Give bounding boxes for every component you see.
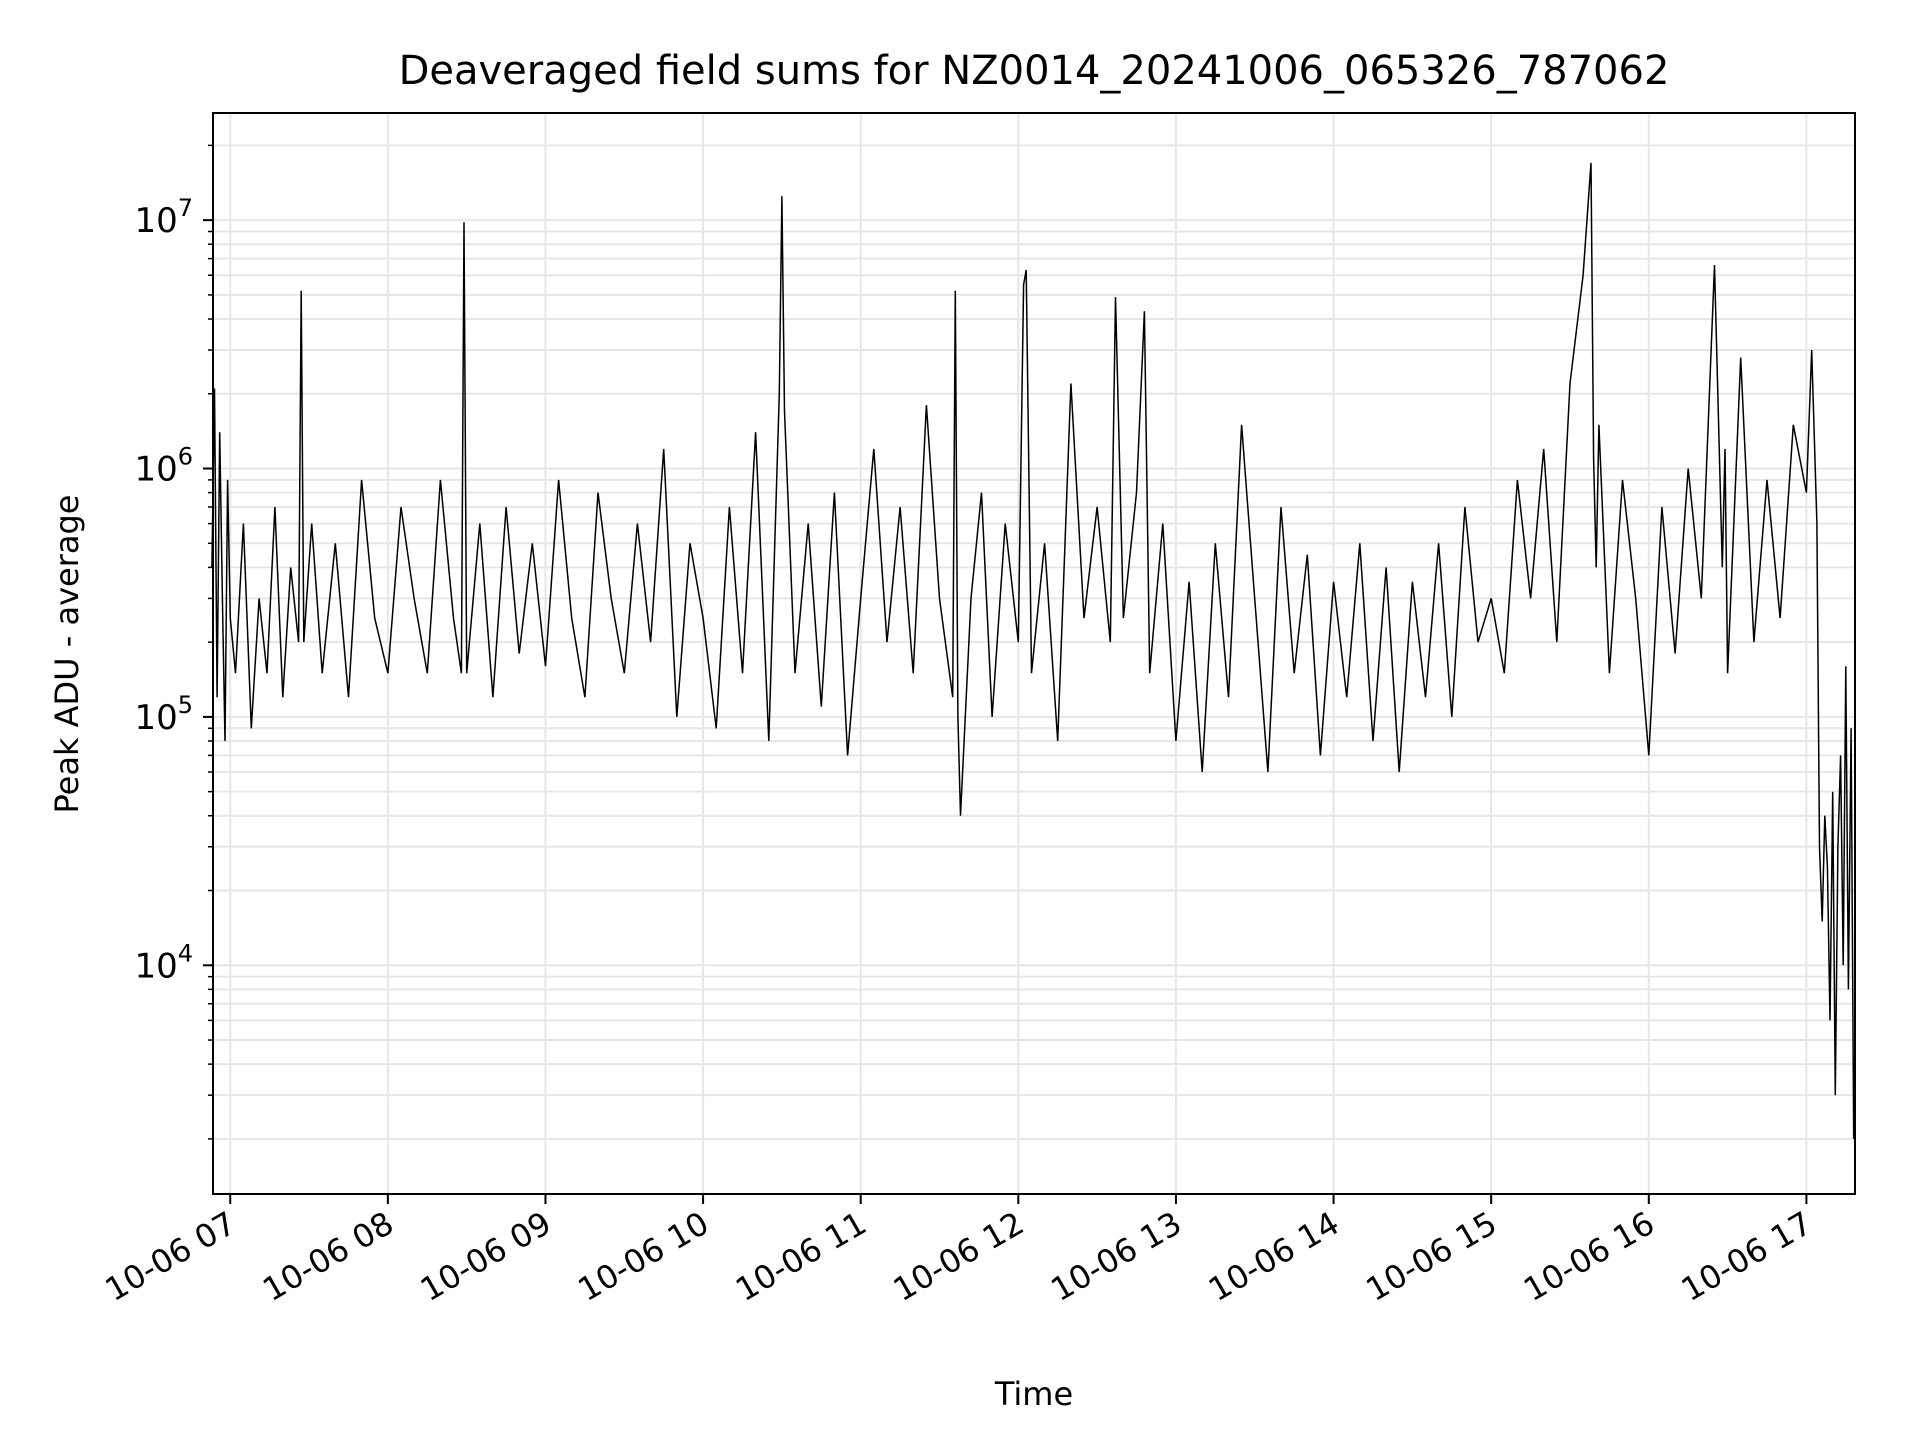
x-axis-ticks: 10-06 07 10-06 08 10-06 09 10-06 10 10-06 11… bbox=[99, 1194, 1819, 1309]
x-tick-label: 10-06 11 bbox=[729, 1204, 873, 1309]
x-tick-label: 10-06 09 bbox=[414, 1204, 558, 1309]
y-axis-label: Peak ADU - average bbox=[48, 495, 86, 814]
x-tick-label: 10-06 07 bbox=[99, 1204, 243, 1309]
chart-title: Deaveraged field sums for NZ0014_2024100… bbox=[399, 48, 1670, 94]
grid-lines bbox=[213, 113, 1855, 1194]
plot-frame bbox=[212, 112, 1856, 1195]
series-line bbox=[211, 162, 1855, 1139]
y-tick-label: 106 bbox=[134, 443, 193, 490]
x-tick-label: 10-06 12 bbox=[887, 1204, 1031, 1309]
y-tick-label: 107 bbox=[134, 194, 193, 241]
x-axis-label: Time bbox=[994, 1375, 1073, 1413]
series-layer bbox=[211, 162, 1855, 1139]
y-axis-ticks: 104 105 106 107 bbox=[134, 144, 213, 1140]
x-tick-label: 10-06 14 bbox=[1202, 1204, 1346, 1309]
x-tick-label: 10-06 10 bbox=[571, 1204, 715, 1309]
y-tick-label: 104 bbox=[134, 939, 193, 986]
x-tick-label: 10-06 16 bbox=[1517, 1204, 1661, 1309]
x-tick-label: 10-06 17 bbox=[1675, 1204, 1819, 1309]
x-tick-label: 10-06 15 bbox=[1360, 1204, 1504, 1309]
y-tick-label: 105 bbox=[134, 691, 193, 738]
x-tick-label: 10-06 08 bbox=[256, 1204, 400, 1309]
x-tick-label: 10-06 13 bbox=[1044, 1204, 1188, 1309]
